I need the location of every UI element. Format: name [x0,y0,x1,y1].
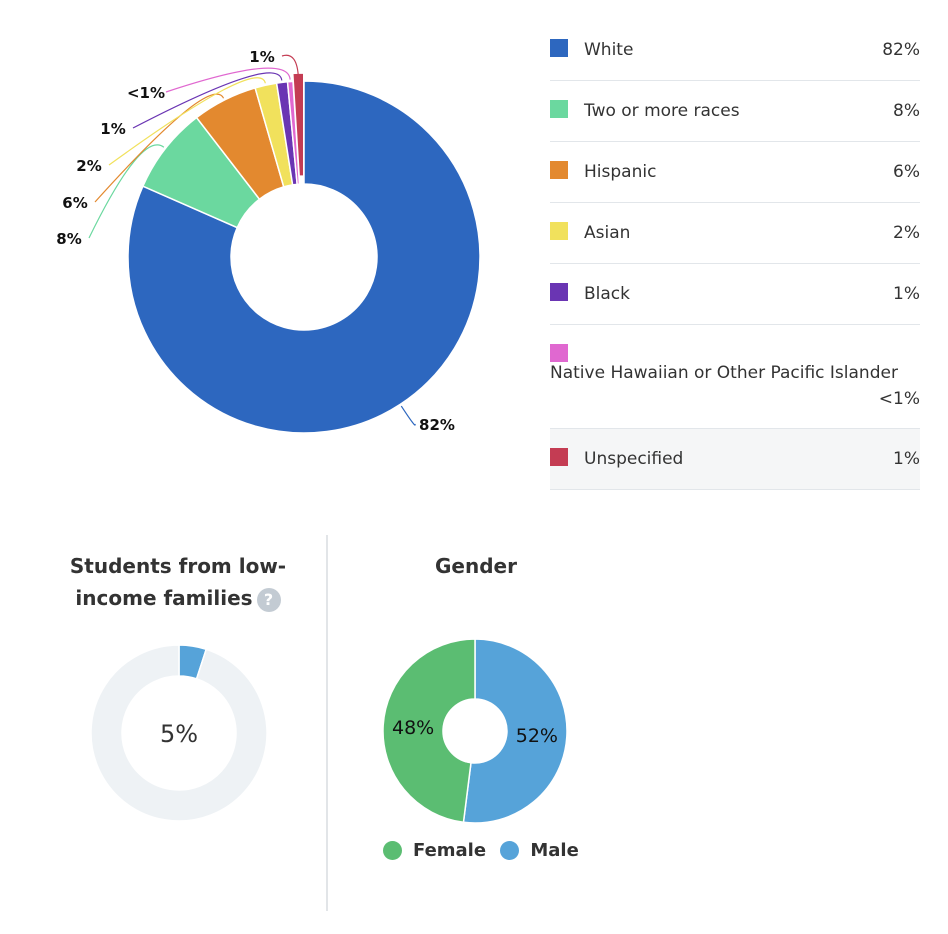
legend-value: 1% [893,284,920,304]
ethnicity-data-label-3: 2% [76,157,101,175]
lowincome-slice-1[interactable] [90,644,268,822]
legend-row-two-or-more: Two or more races 8% [550,81,920,142]
ethnicity-data-label-6: 1% [249,48,274,66]
legend-swatch [550,161,568,179]
legend-label: White [584,40,634,60]
ethnicity-connector-5 [165,67,291,93]
lowincome-donut-chart: 5% [90,644,268,822]
gender-slice-male[interactable] [462,638,568,824]
legend-value: 1% [893,449,920,469]
ethnicity-data-label-5: <1% [127,84,165,102]
legend-row-white: White 82% [550,20,920,81]
legend-label: Hispanic [584,162,657,182]
legend-swatch [550,39,568,57]
ethnicity-connector-1 [88,144,165,239]
ethnicity-donut-chart: 82%8%6%2%1%<1%1% [56,48,481,434]
legend-item-male[interactable]: Male [500,840,579,861]
male-dot-icon [500,841,520,860]
ethnicity-slice-5[interactable] [286,80,301,186]
legend-value: 82% [882,40,920,60]
gender-title: Gender [435,554,517,578]
legend-label-female: Female [413,840,487,861]
help-icon[interactable]: ? [256,587,281,612]
legend-value: <1% [878,389,920,409]
ethnicity-data-label-4: 1% [100,120,125,138]
legend-value: 2% [893,223,920,243]
ethnicity-slice-0[interactable] [127,80,481,434]
legend-label: Native Hawaiian or Other Pacific Islande… [550,363,898,383]
gender-slice-female[interactable] [382,638,476,824]
legend-label: Two or more races [584,101,740,121]
legend-swatch [550,448,568,466]
legend-swatch [550,222,568,240]
gender-data-label-female: 48% [392,717,434,739]
legend-swatch [550,344,568,362]
ethnicity-connector-6 [281,54,300,80]
legend-row-unspecified: Unspecified 1% [550,429,920,490]
ethnicity-connector-0 [400,405,416,426]
ethnicity-connector-4 [132,72,283,129]
lowincome-title-line2: income families? [40,582,316,614]
gender-donut-chart: 52% 48% [382,638,568,824]
legend-label: Black [584,284,630,304]
female-dot-icon [383,841,402,860]
legend-label-male: Male [530,840,579,861]
legend-row-pacific-islander: Native Hawaiian or Other Pacific Islande… [550,325,920,429]
legend-value: 8% [893,101,920,121]
legend-label: Unspecified [584,449,684,469]
legend-row-hispanic: Hispanic 6% [550,142,920,203]
legend-row-black: Black 1% [550,264,920,325]
section-divider [326,535,328,911]
legend-value: 6% [893,162,920,182]
legend-swatch [550,283,568,301]
ethnicity-data-label-1: 8% [56,230,81,248]
legend-label: Asian [584,223,631,243]
legend-row-asian: Asian 2% [550,203,920,264]
ethnicity-connector-3 [108,77,266,166]
gender-data-label-male: 52% [516,725,558,747]
lowincome-title-line1: Students from low- [69,554,287,578]
gender-legend: Female Male [383,840,587,865]
lowincome-title-text: income families [75,586,253,610]
ethnicity-slice-6[interactable] [291,72,305,177]
lowincome-title: Students from low- income families? [40,550,316,614]
legend-swatch [550,100,568,118]
ethnicity-legend: White 82% Two or more races 8% Hispanic … [550,20,920,490]
ethnicity-data-label-2: 6% [62,194,87,212]
legend-item-female[interactable]: Female [383,840,486,861]
ethnicity-data-label-0: 82% [419,416,455,434]
ethnicity-connector-2 [94,93,225,203]
lowincome-center-label: 5% [160,720,198,748]
